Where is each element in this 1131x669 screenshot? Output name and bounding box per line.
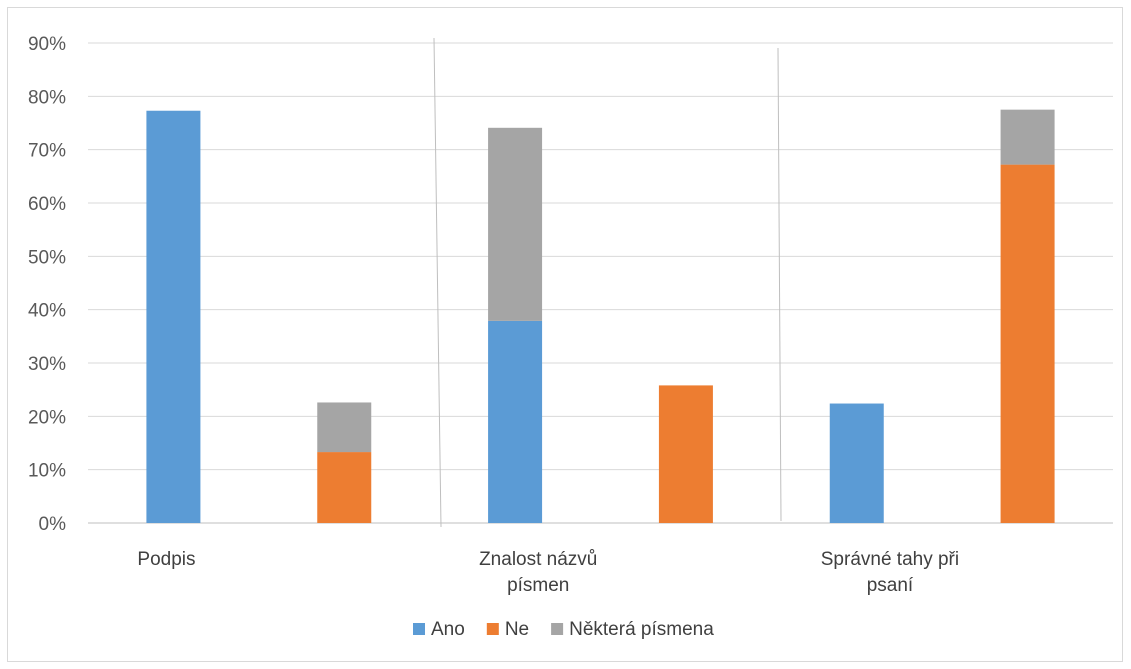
y-tick-label: 60%	[28, 194, 66, 215]
group-separators	[433, 37, 782, 528]
bar-segment-ano	[829, 403, 884, 523]
category-label: Znalost názvů	[479, 549, 597, 570]
y-tick-label: 80%	[28, 87, 66, 108]
category-label: Správné tahy při	[821, 549, 959, 570]
category-labels: Podpis Znalost názvů písmen Správné tahy př…	[137, 549, 959, 596]
group-separator	[777, 47, 782, 522]
y-axis-ticks: 0% 10% 20% 30% 40% 50% 60% 70% 80% 90%	[28, 34, 66, 535]
category-label: Podpis	[137, 549, 195, 570]
bar-segment-ano	[146, 110, 201, 523]
bar-segment-některá-písmena	[488, 127, 543, 321]
bar-segment-některá-písmena	[1000, 109, 1055, 165]
y-tick-label: 70%	[28, 141, 66, 162]
y-tick-label: 90%	[28, 34, 66, 55]
legend-swatch-ano	[413, 623, 425, 635]
y-tick-label: 40%	[28, 301, 66, 322]
bar-segment-některá-písmena	[317, 402, 372, 453]
legend-swatch-ne	[486, 623, 499, 635]
category-label: psaní	[867, 575, 914, 596]
y-tick-label: 30%	[28, 354, 66, 375]
gridlines	[88, 42, 1113, 524]
bar-segment-ne	[658, 385, 713, 523]
y-tick-label: 10%	[28, 461, 66, 482]
legend-label: Ano	[431, 619, 465, 640]
bars	[146, 109, 1055, 523]
legend-swatch-některá-písmena	[551, 623, 564, 635]
y-tick-label: 20%	[28, 407, 66, 428]
y-tick-label: 0%	[39, 514, 67, 535]
legend-label: Některá písmena	[569, 619, 714, 640]
category-label: písmen	[507, 575, 569, 596]
bar-segment-ne	[317, 452, 372, 523]
legend-label: Ne	[505, 619, 529, 640]
legend: Ano Ne Některá písmena	[413, 619, 714, 640]
bar-segment-ne	[1000, 164, 1055, 523]
y-tick-label: 50%	[28, 247, 66, 268]
group-separator	[433, 37, 442, 528]
bar-segment-ano	[488, 320, 543, 523]
